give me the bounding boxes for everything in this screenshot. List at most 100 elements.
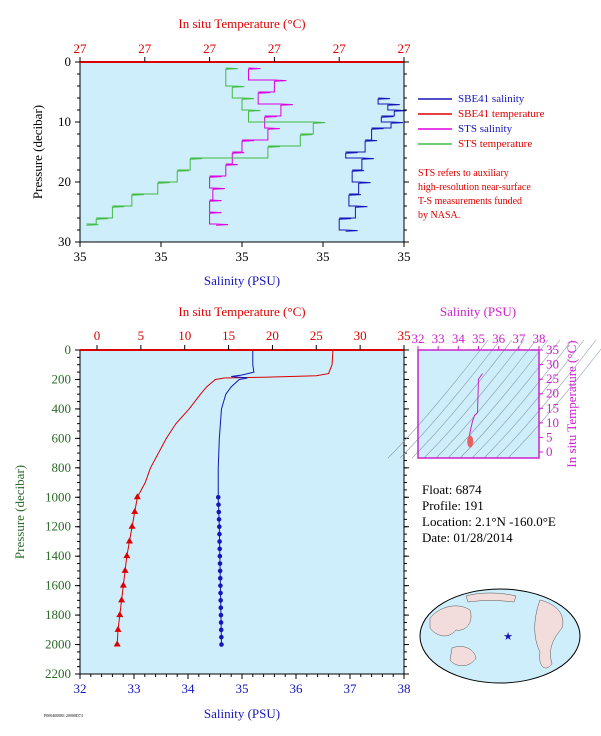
sts-note-line-2: high-resolution near-surface bbox=[418, 182, 531, 193]
bottom-panel-y-tick-label: 1800 bbox=[45, 607, 71, 622]
ts-right-tick-label: 35 bbox=[546, 342, 559, 357]
salinity-marker bbox=[216, 509, 222, 515]
bottom-panel-bottom-tick-label: 32 bbox=[74, 681, 87, 696]
bottom-panel-y-tick-label: 800 bbox=[52, 460, 72, 475]
top-panel-y-tick-label: 30 bbox=[58, 234, 71, 249]
bottom-plot-area bbox=[80, 350, 404, 674]
ts-top-tick-label: 32 bbox=[412, 331, 425, 346]
salinity-marker bbox=[219, 642, 224, 647]
temperature-marker bbox=[133, 493, 141, 500]
profile-number: Profile: 191 bbox=[422, 498, 484, 513]
ts-top-tick-label: 38 bbox=[533, 331, 546, 346]
sts-note-line-4: by NASA. bbox=[418, 210, 460, 221]
temperature-marker bbox=[119, 581, 127, 588]
bottom-panel-top-tick-label: 15 bbox=[222, 328, 235, 343]
top-panel-bottom-tick-label: 35 bbox=[317, 249, 330, 264]
world-map: ★ bbox=[419, 588, 581, 684]
bottom-panel-y-tick-label: 2200 bbox=[45, 666, 71, 681]
temperature-marker bbox=[113, 640, 121, 647]
top-panel-top-tick-label: 27 bbox=[74, 41, 88, 56]
ts-salinity-title: Salinity (PSU) bbox=[440, 304, 516, 319]
bottom-panel-bottom-tick-label: 37 bbox=[344, 681, 358, 696]
top-panel: 27 27 27 27 27 27 35 35 35 35 35 0 10 20 30 In situ Te… bbox=[30, 16, 545, 288]
top-panel-series-line bbox=[86, 67, 326, 226]
temperature-marker bbox=[114, 625, 122, 632]
ts-right-tick-label: 0 bbox=[546, 444, 553, 459]
top-panel-top-tick-label: 27 bbox=[203, 41, 217, 56]
bottom-panel-pressure-label: Pressure (decibar) bbox=[12, 465, 27, 559]
bottom-panel-y-tick-label: 2000 bbox=[45, 637, 71, 652]
salinity-marker bbox=[217, 553, 223, 559]
ts-top-tick-label: 34 bbox=[452, 331, 466, 346]
ts-density-contour bbox=[507, 348, 601, 459]
map-asia-landmass bbox=[429, 605, 472, 637]
bottom-panel-temperature-title: In situ Temperature (°C) bbox=[178, 304, 305, 319]
bottom-panel-top-tick-label: 0 bbox=[94, 328, 101, 343]
salinity-marker bbox=[217, 561, 223, 566]
salinity-marker bbox=[217, 524, 222, 530]
bottom-panel-bottom-tick-label: 34 bbox=[182, 681, 196, 696]
ts-top-tick-label: 36 bbox=[492, 331, 506, 346]
salinity-marker bbox=[217, 575, 223, 581]
float-location-star-icon: ★ bbox=[503, 631, 513, 643]
ts-right-tick-label: 15 bbox=[546, 400, 559, 415]
ts-top-tick-label: 33 bbox=[432, 331, 445, 346]
salinity-marker bbox=[218, 627, 224, 633]
salinity-marker bbox=[217, 539, 222, 544]
bottom-panel-bottom-tick-label: 33 bbox=[128, 681, 141, 696]
ts-density-contour bbox=[399, 339, 501, 459]
bottom-panel: 0 5 10 15 20 25 30 35 32 33 34 35 36 37 38 0 200 400 600 80… bbox=[12, 304, 411, 721]
bottom-panel-y-tick-label: 1200 bbox=[45, 519, 71, 534]
legend-label-sts-salinity: STS salinity bbox=[458, 123, 513, 135]
bottom-panel-top-tick-label: 20 bbox=[266, 328, 279, 343]
bottom-panel-top-tick-label: 30 bbox=[354, 328, 367, 343]
bottom-panel-top-tick-label: 25 bbox=[310, 328, 323, 343]
float-number: Float: 6874 bbox=[422, 482, 482, 497]
salinity-marker bbox=[218, 583, 223, 588]
bottom-panel-bottom-tick-label: 38 bbox=[398, 681, 411, 696]
sts-note-line-3: T-S measurements funded bbox=[418, 196, 522, 207]
ts-right-tick-label: 25 bbox=[546, 371, 559, 386]
ts-temperature-label: In situ Temperature (°C) bbox=[564, 340, 579, 467]
top-panel-top-tick-label: 27 bbox=[333, 41, 347, 56]
legend-label-sbe41-temperature: SBE41 temperature bbox=[458, 108, 545, 120]
ts-right-tick-label: 10 bbox=[546, 415, 559, 430]
salinity-marker bbox=[218, 612, 224, 618]
top-panel-salinity-label: Salinity (PSU) bbox=[204, 273, 280, 288]
bottom-panel-y-tick-label: 200 bbox=[52, 371, 72, 386]
bottom-panel-top-tick-label: 35 bbox=[398, 328, 411, 343]
top-panel-y-tick-label: 10 bbox=[58, 114, 71, 129]
ts-right-tick-label: 30 bbox=[546, 357, 559, 372]
ts-density-contour bbox=[483, 339, 585, 459]
ts-density-contour bbox=[459, 339, 561, 459]
bottom-panel-bottom-tick-label: 36 bbox=[290, 681, 304, 696]
profile-date: Date: 01/28/2014 bbox=[422, 530, 513, 545]
ts-top-tick-label: 37 bbox=[512, 331, 526, 346]
ts-density-contour bbox=[471, 339, 573, 459]
salinity-marker bbox=[217, 568, 223, 574]
temperature-marker bbox=[118, 596, 126, 603]
legend-label-sts-temperature: STS temperature bbox=[458, 138, 532, 150]
top-panel-bottom-tick-label: 35 bbox=[398, 249, 411, 264]
bottom-panel-y-tick-label: 0 bbox=[65, 342, 72, 357]
bottom-panel-bottom-tick-label: 35 bbox=[236, 681, 249, 696]
top-panel-series-line bbox=[209, 67, 293, 226]
top-panel-top-tick-label: 27 bbox=[138, 41, 152, 56]
salinity-marker bbox=[217, 531, 222, 537]
top-panel-pressure-label: Pressure (decibar) bbox=[30, 105, 45, 199]
top-panel-bottom-tick-label: 35 bbox=[155, 249, 168, 264]
footer-id: P0004000R1 20000D74 bbox=[44, 713, 83, 718]
float-info: Float: 6874 Profile: 191 Location: 2.1°N… bbox=[422, 482, 556, 545]
top-panel-series-line bbox=[338, 97, 407, 232]
sts-note-line-1: STS refers to auxiliary bbox=[418, 168, 509, 179]
ts-right-tick-label: 5 bbox=[546, 429, 553, 444]
top-panel-y-tick-label: 0 bbox=[65, 54, 72, 69]
salinity-marker bbox=[216, 517, 222, 522]
salinity-marker bbox=[218, 605, 224, 611]
bottom-panel-y-tick-label: 1400 bbox=[45, 548, 71, 563]
bottom-panel-y-tick-label: 600 bbox=[52, 430, 72, 445]
salinity-marker bbox=[217, 546, 223, 552]
map-australia-landmass bbox=[449, 646, 477, 666]
salinity-profile-line bbox=[217, 350, 255, 645]
